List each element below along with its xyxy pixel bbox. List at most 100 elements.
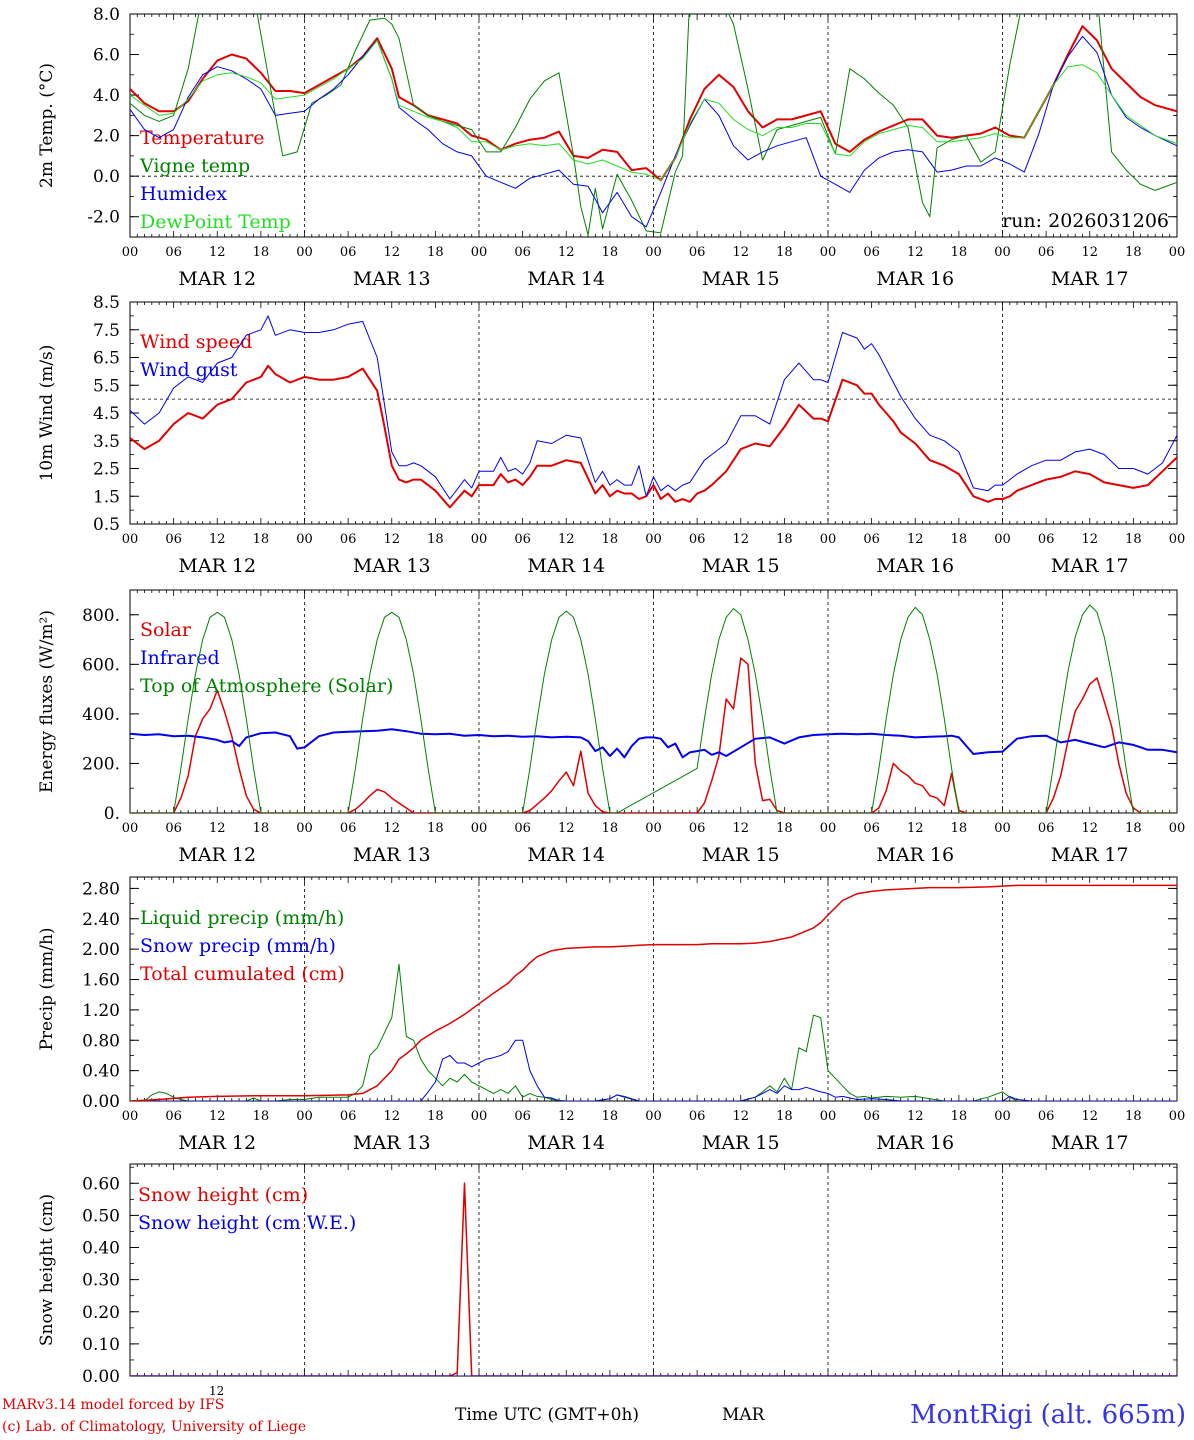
x-hour-label: 18 (253, 1109, 270, 1124)
x-hour-label: 18 (1125, 532, 1142, 547)
x-hour-label: 18 (427, 532, 444, 547)
x-hour-label: 06 (863, 821, 880, 836)
y-tick-label: 5.5 (93, 376, 120, 396)
x-day-label: MAR 12 (178, 268, 256, 290)
y-axis-title: 10m Wind (m/s) (37, 345, 57, 482)
x-day-label: MAR 12 (178, 555, 256, 577)
x-hour-label: 12 (1081, 532, 1098, 547)
y-tick-label: 1.5 (93, 487, 120, 507)
y-tick-label: 0.00 (82, 1367, 120, 1387)
x-hour-label: 12 (732, 1109, 749, 1124)
x-hour-label: 00 (645, 821, 662, 836)
x-hour-label: 12 (383, 1109, 400, 1124)
x-hour-label: 06 (689, 245, 706, 260)
x-hour-label: 12 (907, 532, 924, 547)
legend-entry: Snow height (cm) (138, 1184, 308, 1206)
x-hour-label: 06 (689, 532, 706, 547)
x-day-label: MAR 13 (353, 1132, 431, 1154)
x-hour-label: 18 (253, 245, 270, 260)
x-hour-label: 06 (1038, 821, 1055, 836)
x-hour-label: 00 (645, 532, 662, 547)
x-hour-label: 00 (820, 245, 837, 260)
x-day-label: MAR 17 (1051, 1132, 1129, 1154)
legend-entry: Temperature (140, 127, 264, 149)
y-tick-label: 6.0 (93, 46, 120, 66)
y-tick-label: 2.40 (82, 910, 120, 930)
x-hour-label: 06 (863, 1109, 880, 1124)
series-line-red (130, 657, 1177, 813)
x-hour-label: 00 (1169, 1109, 1186, 1124)
small-day-label: 12 (209, 1384, 225, 1398)
y-tick-label: 200. (82, 754, 120, 774)
y-tick-label: 0.10 (82, 1335, 120, 1355)
legend-entry: Snow precip (mm/h) (140, 935, 336, 957)
x-day-label: MAR 13 (353, 555, 431, 577)
series-line-blue (130, 728, 1177, 759)
credit-lab: (c) Lab. of Climatology, University of L… (2, 1419, 307, 1435)
x-hour-label: 12 (383, 245, 400, 260)
x-hour-label: 12 (907, 1109, 924, 1124)
x-day-label: MAR 13 (353, 268, 431, 290)
x-hour-label: 12 (1081, 1109, 1098, 1124)
x-hour-label: 00 (994, 532, 1011, 547)
x-day-label: MAR 17 (1051, 555, 1129, 577)
x-hour-label: 18 (951, 821, 968, 836)
x-hour-label: 06 (689, 1109, 706, 1124)
series-line-green (130, 14, 1177, 236)
x-hour-label: 18 (1125, 821, 1142, 836)
x-hour-label: 18 (427, 1109, 444, 1124)
series-line-red (130, 1182, 1177, 1376)
station-label: MontRigi (alt. 665m) (910, 1400, 1186, 1430)
x-hour-label: 00 (471, 245, 488, 260)
x-hour-label: 12 (732, 532, 749, 547)
y-tick-label: 0.5 (93, 515, 120, 535)
x-hour-label: 00 (645, 245, 662, 260)
legend-entry: Top of Atmosphere (Solar) (140, 675, 393, 697)
month-label: MAR (722, 1405, 765, 1425)
x-hour-label: 06 (514, 532, 531, 547)
x-hour-label: 06 (863, 245, 880, 260)
x-hour-label: 18 (427, 245, 444, 260)
y-tick-label: 0.0 (93, 167, 120, 187)
y-tick-label: 0.20 (82, 1303, 120, 1323)
x-day-label: MAR 17 (1051, 844, 1129, 866)
x-hour-label: 12 (907, 245, 924, 260)
x-day-label: MAR 14 (527, 268, 605, 290)
x-hour-label: 06 (514, 245, 531, 260)
x-hour-label: 18 (602, 1109, 619, 1124)
x-hour-label: 12 (558, 821, 575, 836)
x-hour-label: 00 (471, 1109, 488, 1124)
x-hour-label: 18 (253, 532, 270, 547)
x-hour-label: 00 (994, 245, 1011, 260)
x-hour-label: 18 (602, 532, 619, 547)
plot-frame (129, 13, 1178, 238)
run-label: run: 2026031206 (1002, 210, 1169, 232)
x-hour-label: 12 (383, 821, 400, 836)
series-line-blue (130, 35, 1177, 228)
x-day-label: MAR 15 (702, 268, 780, 290)
y-tick-label: 4.0 (93, 86, 120, 106)
x-hour-label: 06 (514, 821, 531, 836)
x-hour-label: 00 (122, 821, 139, 836)
y-tick-label: 2.0 (93, 127, 120, 147)
y-tick-label: 3.5 (93, 432, 120, 452)
y-tick-label: 4.5 (93, 404, 120, 424)
x-day-label: MAR 16 (876, 844, 954, 866)
x-hour-label: 12 (732, 821, 749, 836)
x-hour-label: 18 (253, 821, 270, 836)
x-hour-label: 06 (689, 821, 706, 836)
series-line-blue (130, 315, 1177, 500)
x-day-label: MAR 16 (876, 268, 954, 290)
y-tick-label: 7.5 (93, 321, 120, 341)
x-hour-label: 12 (558, 245, 575, 260)
x-hour-label: 06 (165, 532, 182, 547)
legend-entry: Snow height (cm W.E.) (138, 1212, 356, 1234)
y-tick-label: 0.40 (82, 1062, 120, 1082)
x-hour-label: 00 (1169, 532, 1186, 547)
legend-entry: Vigne temp (139, 155, 250, 177)
x-hour-label: 18 (602, 821, 619, 836)
x-hour-label: 00 (296, 532, 313, 547)
legend-entry: Total cumulated (cm) (140, 963, 345, 985)
x-hour-label: 12 (907, 821, 924, 836)
